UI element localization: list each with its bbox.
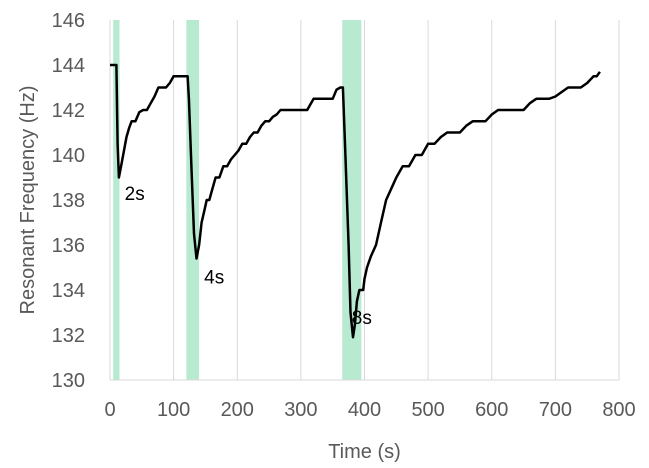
annotation-label: 2s [125,184,145,205]
highlight-band-1 [113,20,120,380]
annotations: 2s 4s 8s [125,184,372,329]
annotation-label: 8s [352,308,372,329]
x-tick-label: 200 [221,399,254,421]
y-tick-label: 140 [52,145,85,167]
x-tick-label: 300 [284,399,317,421]
x-axis-title: Time (s) [328,441,401,463]
y-tick-label: 134 [52,280,85,302]
x-tick-label: 0 [104,399,115,421]
y-tick-label: 138 [52,190,85,212]
highlight-band-3 [342,20,362,380]
x-tick-label: 400 [348,399,381,421]
y-tick-label: 130 [52,370,85,392]
x-tick-label: 700 [539,399,572,421]
series-line-1 [110,63,601,339]
y-tick-label: 142 [52,100,85,122]
y-tick-label: 144 [52,55,85,77]
y-axis-title: Resonant Frequency (Hz) [17,86,39,315]
gridlines [109,20,620,380]
y-tick-label: 136 [52,235,85,257]
axes: 0 100 200 300 400 500 600 700 800 130 132 134 136 138… [52,10,636,421]
y-tick-label: 146 [52,10,85,32]
x-tick-label: 500 [411,399,444,421]
y-tick-label: 132 [52,325,85,347]
x-tick-label: 600 [475,399,508,421]
annotation-label: 4s [204,267,224,288]
x-tick-label: 100 [157,399,190,421]
series-layer [110,63,601,339]
x-tick-label: 800 [602,399,635,421]
